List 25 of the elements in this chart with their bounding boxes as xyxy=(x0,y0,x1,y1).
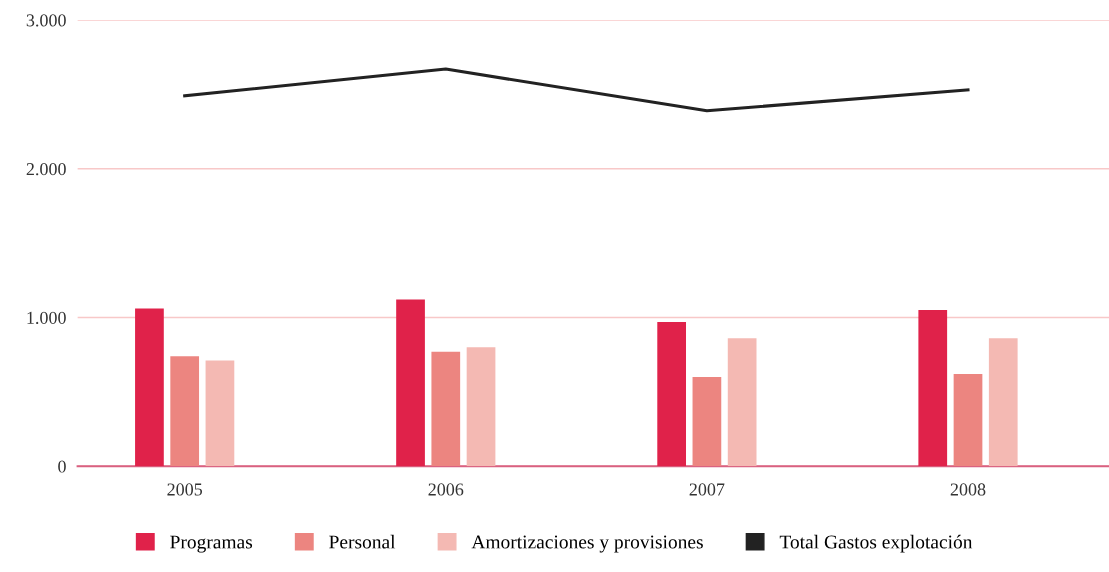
bar xyxy=(657,321,687,467)
line-series xyxy=(183,67,970,113)
bar xyxy=(953,373,983,467)
bar xyxy=(205,360,235,467)
bar xyxy=(135,308,164,467)
y-tick-label: 3.000 xyxy=(26,14,66,27)
bar xyxy=(170,356,200,467)
y-tick-label: 1.000 xyxy=(27,311,66,324)
legend-label: Programas xyxy=(170,535,253,553)
x-tick-label: 2005 xyxy=(167,483,203,496)
legend-label: Amortizaciones y provisiones xyxy=(471,535,703,553)
y-tick-label: 2.000 xyxy=(26,163,66,176)
x-tick-label: 2006 xyxy=(428,483,464,496)
bar xyxy=(727,338,757,467)
legend-label: Total Gastos explotación xyxy=(779,534,973,553)
x-tick-label: 2008 xyxy=(950,483,986,496)
bar xyxy=(431,351,461,467)
y-tick-label: 0 xyxy=(58,460,66,473)
bar xyxy=(918,310,948,467)
bar xyxy=(692,376,722,467)
bar xyxy=(988,338,1018,467)
x-tick-label: 2007 xyxy=(689,483,725,496)
bar xyxy=(466,347,496,467)
legend-label: Personal xyxy=(329,534,396,549)
bar xyxy=(396,299,425,467)
